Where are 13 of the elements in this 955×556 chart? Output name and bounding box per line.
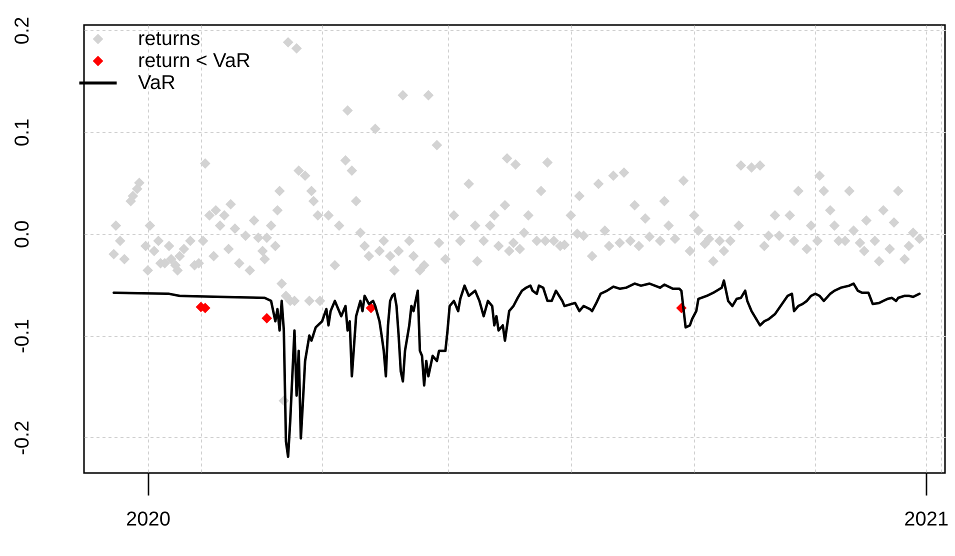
y-tick-label: 0.1 bbox=[12, 118, 34, 146]
y-tick-label: -0.2 bbox=[12, 420, 34, 456]
x-tick-label: 2020 bbox=[126, 508, 171, 530]
line-series bbox=[112, 279, 921, 458]
x-tick-label: 2021 bbox=[904, 508, 949, 530]
point bbox=[262, 312, 272, 324]
legend-label: returns bbox=[138, 28, 200, 50]
y-tick-label: 0.0 bbox=[12, 220, 34, 248]
point bbox=[366, 302, 376, 314]
y-tick-label: -0.1 bbox=[12, 318, 34, 354]
legend-label: VaR bbox=[138, 72, 176, 94]
legend-label: return < VaR bbox=[138, 50, 250, 72]
y-tick-label: 0.2 bbox=[12, 16, 34, 44]
